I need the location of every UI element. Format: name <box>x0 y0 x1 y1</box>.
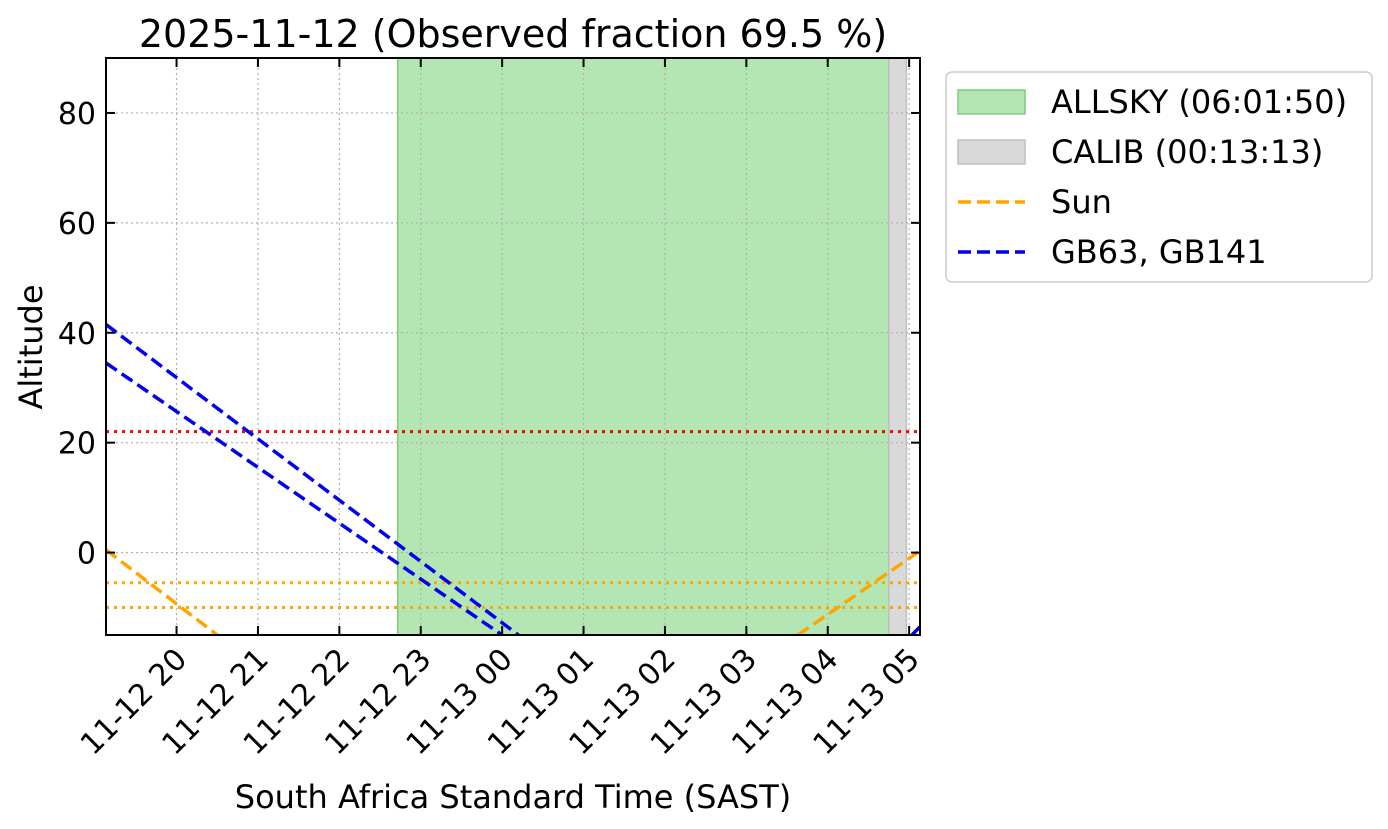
series-line-gb63-gb141 <box>910 625 920 635</box>
legend-label-calib: CALIB (00:13:13) <box>1051 133 1323 171</box>
y-tick-label: 20 <box>58 427 96 462</box>
x-axis-label: South Africa Standard Time (SAST) <box>235 778 791 816</box>
series-line-gb63-gb141 <box>106 323 520 635</box>
y-axis-label: Altitude <box>12 284 50 409</box>
data-layer <box>106 323 920 635</box>
y-tick-label: 80 <box>58 97 96 132</box>
legend-box <box>945 71 1373 283</box>
span-allsky <box>396 57 890 636</box>
series-line-gb63-gb141 <box>106 361 504 635</box>
legend-swatch-allsky <box>957 89 1026 115</box>
legend: ALLSKY (06:01:50) CALIB (00:13:13) Sun GB63… <box>945 71 1373 283</box>
series-line-sun <box>106 548 219 635</box>
legend-swatch-calib <box>957 139 1026 165</box>
legend-label-allsky: ALLSKY (06:01:50) <box>1051 83 1347 121</box>
series-line-sun <box>796 549 920 635</box>
y-tick-label: 0 <box>77 537 96 572</box>
span-calib <box>888 57 908 636</box>
legend-label-gb63: GB63, GB141 <box>1051 233 1267 271</box>
legend-label-sun: Sun <box>1051 183 1112 221</box>
y-tick-label: 60 <box>58 207 96 242</box>
y-tick-label: 40 <box>58 317 96 352</box>
chart-title: 2025-11-12 (Observed fraction 69.5 %) <box>139 12 887 56</box>
axes-frame <box>105 57 921 636</box>
